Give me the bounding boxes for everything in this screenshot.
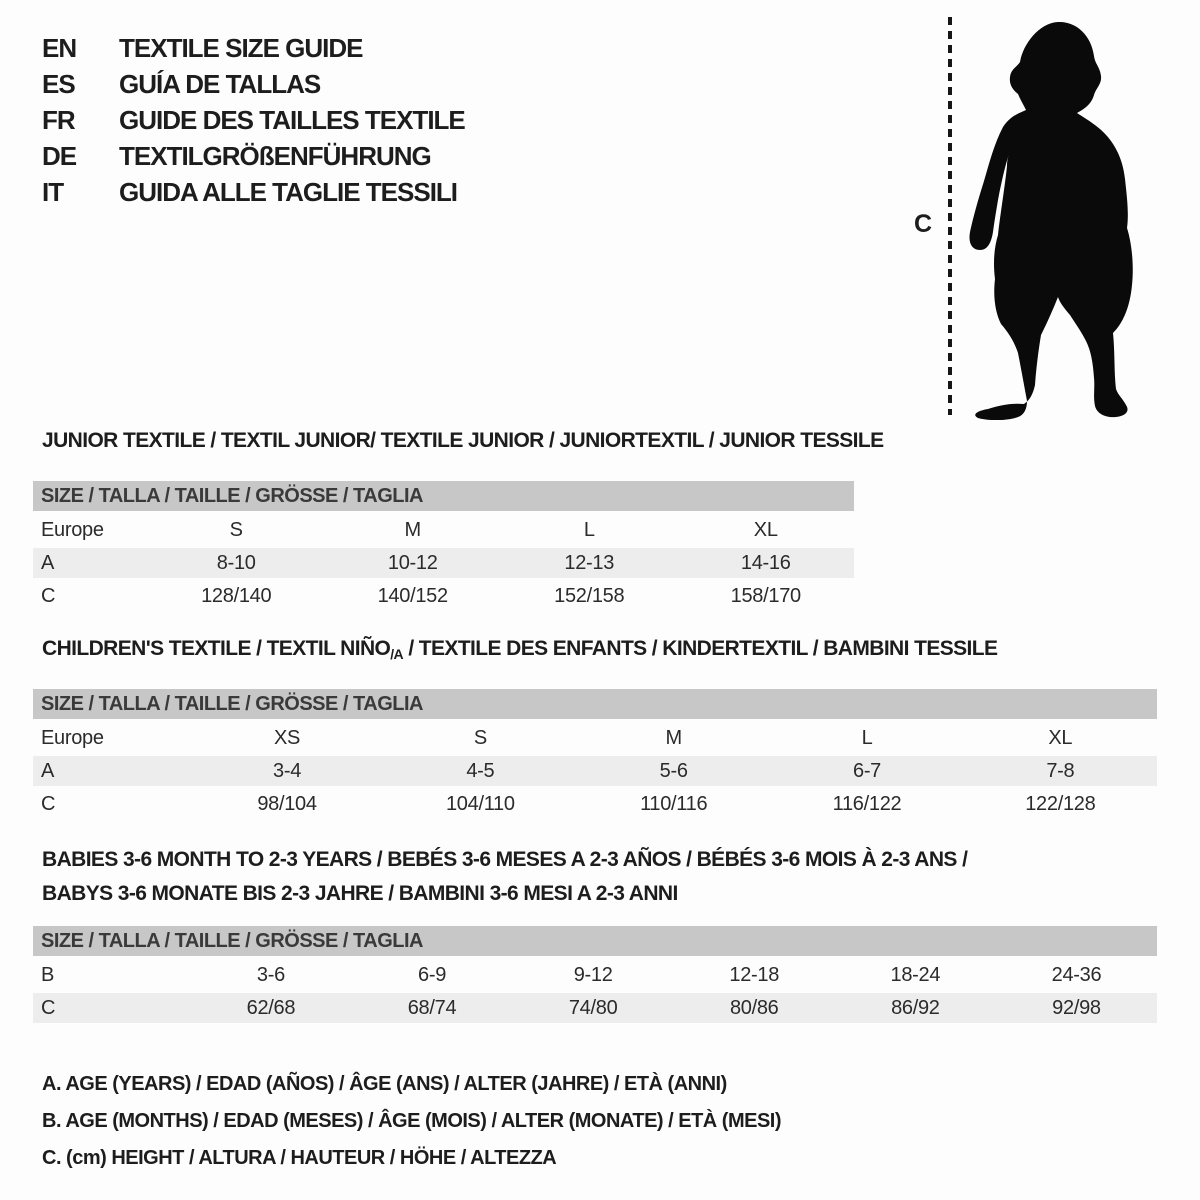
children-section-title: CHILDREN'S TEXTILE / TEXTIL NIÑO/A / TEX… <box>42 637 998 662</box>
language-code: EN <box>42 33 77 63</box>
junior-size-table: SIZE / TALLA / TAILLE / GRÖSSE / TAGLIA … <box>33 481 854 614</box>
value-cell: 8-10 <box>216 552 256 574</box>
value-cell: 122/128 <box>1025 793 1096 815</box>
size-header-bar: SIZE / TALLA / TAILLE / GRÖSSE / TAGLIA <box>33 689 1157 719</box>
region-label-cell: Europe <box>41 519 104 541</box>
language-title: GUIDE DES TAILLES TEXTILE <box>119 105 466 135</box>
size-col-s: S <box>229 519 243 541</box>
language-title: GUIDA ALLE TAGLIE TESSILI <box>119 177 458 207</box>
table-row-height: C 62/68 68/74 74/80 80/86 86/92 92/98 <box>33 993 1157 1023</box>
size-col-xs: XS <box>273 727 301 749</box>
value-cell: 24-36 <box>1051 964 1102 986</box>
value-cell: 6-9 <box>418 964 447 986</box>
language-list: EN TEXTILE SIZE GUIDE ES GUÍA DE TALLAS … <box>42 30 466 210</box>
row-label-cell: C <box>41 793 56 815</box>
region-label-cell: Europe <box>41 727 104 749</box>
value-cell: 68/74 <box>407 997 457 1019</box>
size-col-xl: XL <box>1048 727 1073 749</box>
size-col-l: L <box>861 727 873 749</box>
babies-title-line-1: BABIES 3-6 MONTH TO 2-3 YEARS / BEBÉS 3-… <box>42 848 968 871</box>
language-code: FR <box>42 105 76 135</box>
value-cell: 116/122 <box>832 793 902 815</box>
table-row-age-months: B 3-6 6-9 9-12 12-18 18-24 24-36 <box>33 960 1157 990</box>
value-cell: 158/170 <box>730 585 802 607</box>
row-label-cell: B <box>41 964 55 986</box>
size-col-xl: XL <box>753 519 778 541</box>
value-cell: 9-12 <box>573 964 613 986</box>
value-cell: 5-6 <box>659 760 688 782</box>
baby-silhouette-image <box>969 21 1133 420</box>
value-cell: 3-6 <box>256 964 285 986</box>
language-row-es: ES GUÍA DE TALLAS <box>42 66 465 102</box>
table-row-height: C 128/140 140/152 152/158 158/170 <box>33 581 854 611</box>
size-header-bar: SIZE / TALLA / TAILLE / GRÖSSE / TAGLIA <box>33 481 854 511</box>
value-cell: 152/158 <box>554 585 625 607</box>
table-row-age: A 8-10 10-12 12-13 14-16 <box>33 548 854 578</box>
value-cell: 7-8 <box>1046 760 1075 782</box>
value-cell: 12-13 <box>564 552 615 574</box>
language-code: IT <box>42 177 64 207</box>
row-label-cell: A <box>41 552 55 574</box>
table-header-row: Europe XS S M L XL <box>33 723 1157 753</box>
language-code: ES <box>42 69 76 99</box>
height-dashed-line <box>948 17 952 415</box>
size-col-m: M <box>665 727 682 749</box>
children-title-main: CHILDREN'S TEXTILE / TEXTIL NIÑO <box>42 637 391 660</box>
children-title-subscript: /A <box>390 646 404 662</box>
value-cell: 6-7 <box>853 760 882 782</box>
language-row-de: DE TEXTILGRÖßENFÜHRUNG <box>42 138 465 174</box>
legend-line-age-months: B. AGE (MONTHS) / EDAD (MESES) / ÂGE (MO… <box>42 1110 782 1132</box>
height-measure-label: C <box>914 210 933 238</box>
value-cell: 92/98 <box>1052 997 1101 1019</box>
children-title-rest: / TEXTILE DES ENFANTS / KINDERTEXTIL / B… <box>403 637 998 660</box>
size-header-bar: SIZE / TALLA / TAILLE / GRÖSSE / TAGLIA <box>33 926 1157 956</box>
language-title: GUÍA DE TALLAS <box>119 69 321 99</box>
size-col-m: M <box>404 519 422 541</box>
value-cell: 86/92 <box>891 997 940 1019</box>
size-col-s: S <box>473 727 487 749</box>
language-row-it: IT GUIDA ALLE TAGLIE TESSILI <box>42 174 465 210</box>
value-cell: 110/116 <box>640 793 708 815</box>
row-label-cell: C <box>41 585 56 607</box>
value-cell: 140/152 <box>377 585 449 607</box>
babies-title-line-2: BABYS 3-6 MONATE BIS 2-3 JAHRE / BAMBINI… <box>42 882 678 905</box>
language-row-fr: FR GUIDE DES TAILLES TEXTILE <box>42 102 466 138</box>
language-title: TEXTILGRÖßENFÜHRUNG <box>119 141 432 171</box>
row-label-cell: A <box>41 760 55 782</box>
junior-section-title: JUNIOR TEXTILE / TEXTIL JUNIOR/ TEXTILE … <box>42 429 884 452</box>
baby-height-figure: C <box>900 0 1200 440</box>
table-row-height: C 98/104 104/110 110/116 116/122 122/128 <box>33 789 1157 819</box>
legend-line-age-years: A. AGE (YEARS) / EDAD (AÑOS) / ÂGE (ANS)… <box>42 1073 727 1095</box>
babies-section-title: BABIES 3-6 MONTH TO 2-3 YEARS / BEBÉS 3-… <box>42 843 968 911</box>
table-row-age: A 3-4 4-5 5-6 6-7 7-8 <box>33 756 1157 786</box>
value-cell: 62/68 <box>246 997 296 1019</box>
value-cell: 80/86 <box>729 997 779 1019</box>
language-code: DE <box>42 141 77 171</box>
row-label-cell: C <box>41 997 56 1019</box>
language-title: TEXTILE SIZE GUIDE <box>119 33 363 63</box>
value-cell: 98/104 <box>257 793 317 815</box>
value-cell: 18-24 <box>890 964 941 986</box>
legend-line-height: C. (cm) HEIGHT / ALTURA / HAUTEUR / HÖHE… <box>42 1147 557 1169</box>
language-row-en: EN TEXTILE SIZE GUIDE <box>42 30 465 66</box>
value-cell: 14-16 <box>740 552 791 574</box>
value-cell: 128/140 <box>201 585 272 607</box>
size-col-l: L <box>583 519 595 541</box>
value-cell: 12-18 <box>729 964 780 986</box>
value-cell: 10-12 <box>387 552 438 574</box>
measure-legend: A. AGE (YEARS) / EDAD (AÑOS) / ÂGE (ANS)… <box>42 1066 782 1177</box>
value-cell: 3-4 <box>273 760 302 782</box>
value-cell: 74/80 <box>568 997 618 1019</box>
value-cell: 4-5 <box>466 760 495 782</box>
babies-size-table: SIZE / TALLA / TAILLE / GRÖSSE / TAGLIA … <box>33 926 1157 1026</box>
table-header-row: Europe S M L XL <box>33 515 854 545</box>
children-size-table: SIZE / TALLA / TAILLE / GRÖSSE / TAGLIA … <box>33 689 1157 822</box>
value-cell: 104/110 <box>445 793 515 815</box>
